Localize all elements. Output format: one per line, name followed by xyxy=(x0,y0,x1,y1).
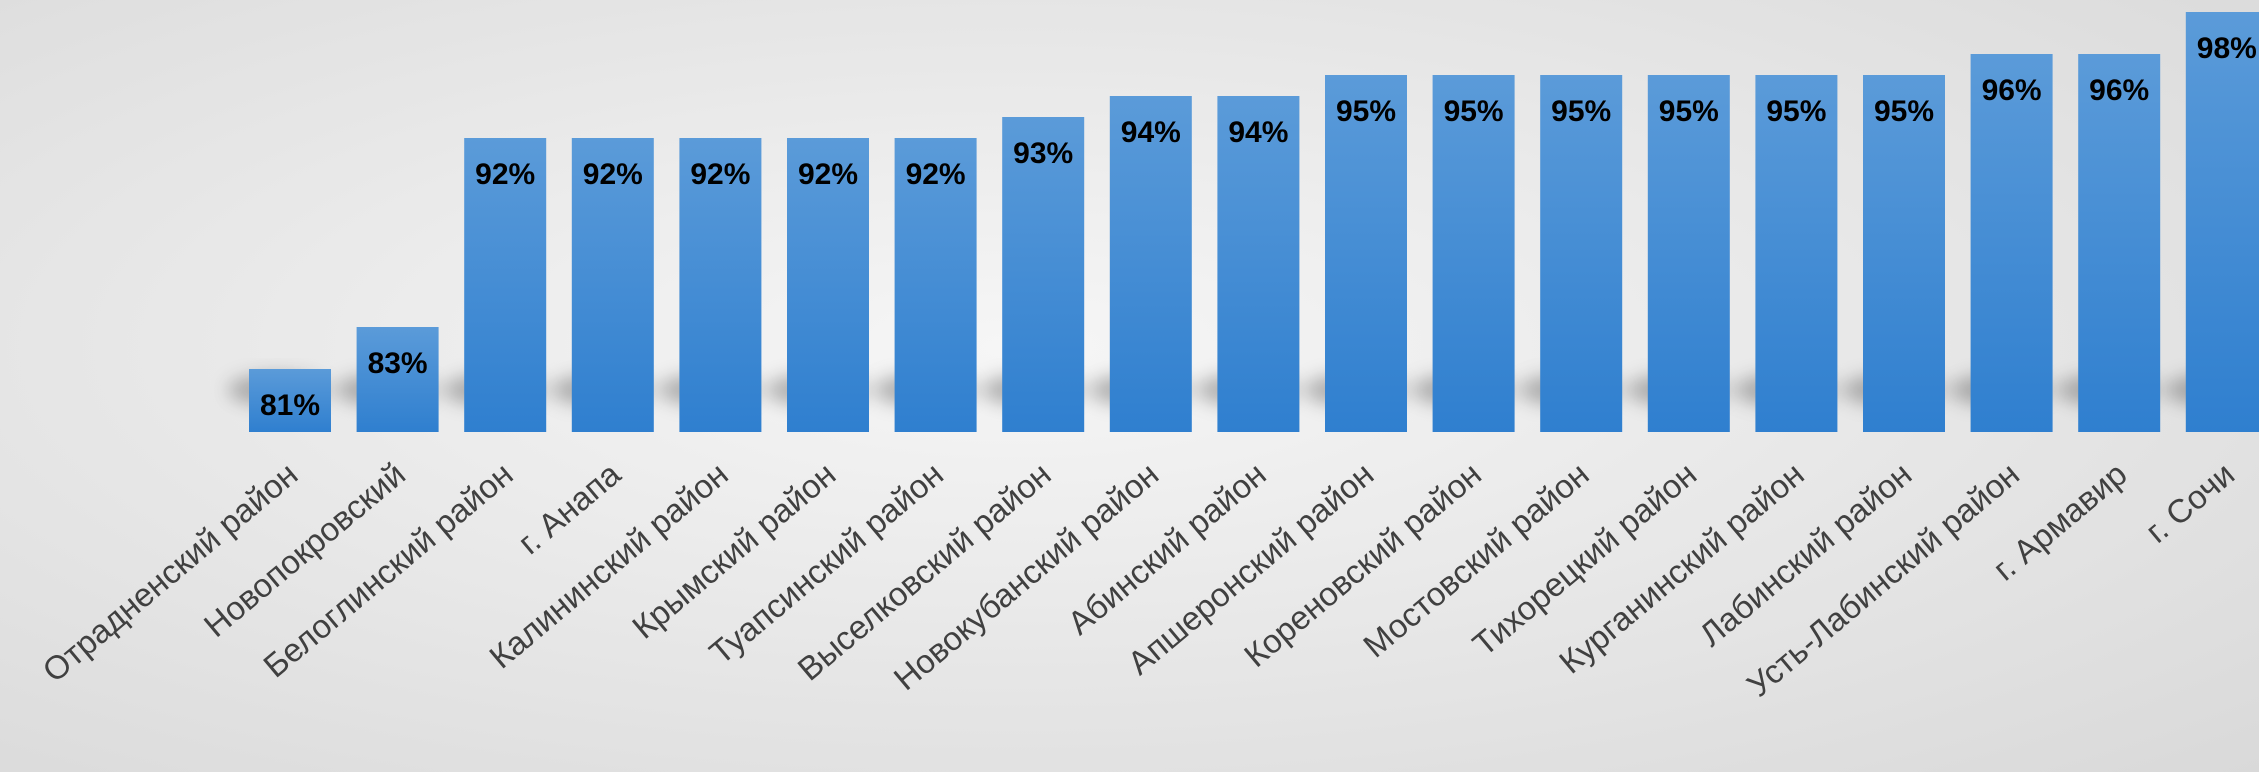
data-label: 92% xyxy=(906,158,966,191)
bar xyxy=(679,138,762,432)
bar xyxy=(2185,12,2259,432)
bars-group xyxy=(249,12,2259,432)
bar xyxy=(1432,75,1515,432)
data-label: 92% xyxy=(690,158,750,191)
bar xyxy=(356,327,439,432)
category-labels-group: Отрадненский районНовопокровскийБелоглин… xyxy=(35,455,2241,704)
data-label: 92% xyxy=(583,158,643,191)
data-label: 95% xyxy=(1874,95,1934,128)
data-label: 94% xyxy=(1121,116,1181,149)
data-label: 98% xyxy=(2197,32,2257,65)
bar xyxy=(1540,75,1623,432)
data-label: 93% xyxy=(1013,137,1073,170)
category-label: г. Сочи xyxy=(2138,455,2241,550)
bar xyxy=(1863,75,1945,432)
data-label: 95% xyxy=(1444,95,1504,128)
bar xyxy=(894,138,977,432)
data-label: 96% xyxy=(2089,74,2149,107)
bar xyxy=(571,138,654,432)
bar xyxy=(1325,75,1407,432)
bar xyxy=(249,369,331,432)
bar xyxy=(464,138,547,432)
bar xyxy=(1647,75,1730,432)
data-label: 95% xyxy=(1336,95,1396,128)
bar xyxy=(787,138,869,432)
data-label: 94% xyxy=(1228,116,1288,149)
data-label: 92% xyxy=(798,158,858,191)
data-labels-group: 81% 83% 92% 92% 92% 92% 92% 93% 94% 94% 95% 95% 95% 9… xyxy=(260,32,2257,422)
bar xyxy=(1109,96,1192,432)
bar xyxy=(2078,54,2161,432)
data-label: 95% xyxy=(1659,95,1719,128)
bar xyxy=(1755,75,1838,432)
bar xyxy=(1002,117,1085,432)
data-label: 95% xyxy=(1766,95,1826,128)
data-label: 83% xyxy=(368,347,428,380)
bar xyxy=(1970,54,2053,432)
data-label: 92% xyxy=(475,158,535,191)
data-label: 81% xyxy=(260,389,320,422)
data-label: 95% xyxy=(1551,95,1611,128)
data-label: 96% xyxy=(1982,74,2042,107)
bar xyxy=(1217,96,1300,432)
